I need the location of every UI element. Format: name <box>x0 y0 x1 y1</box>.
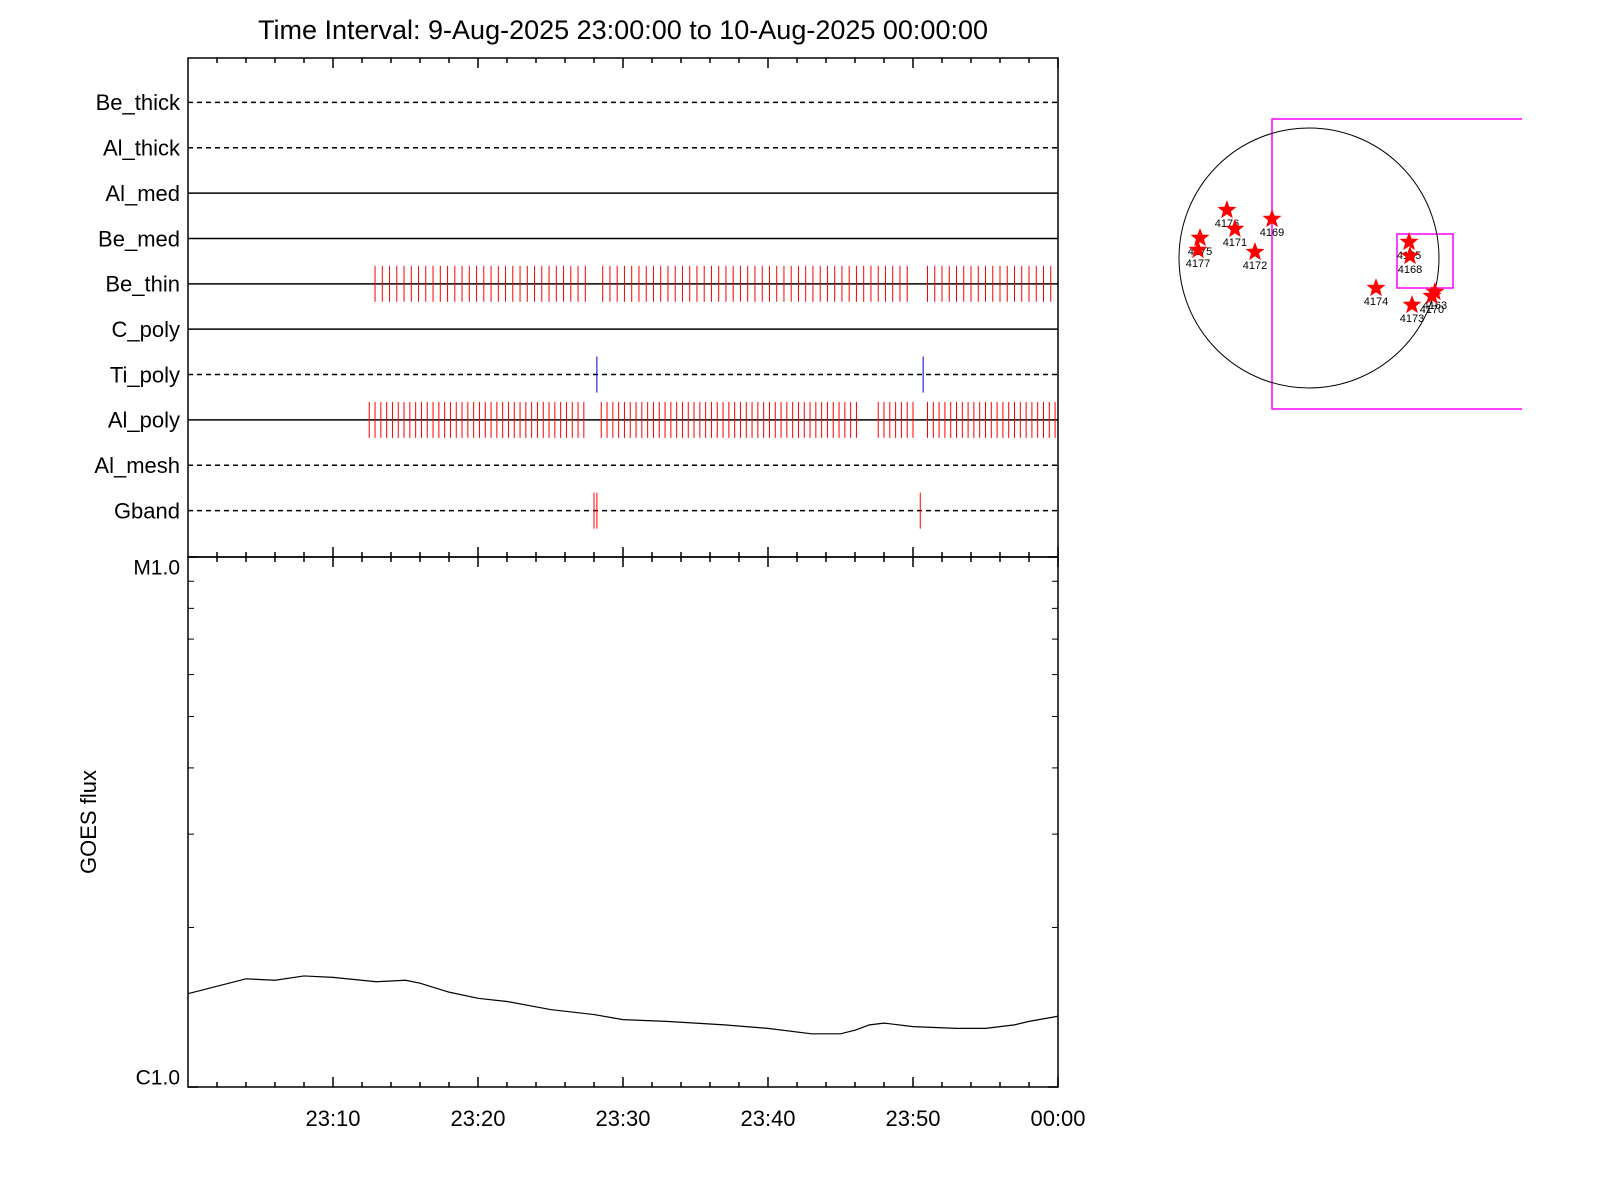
region-label: 4171 <box>1223 237 1247 249</box>
region-label: 4170 <box>1420 304 1444 316</box>
filter-label: Al_mesh <box>94 453 180 478</box>
y-tick-label: C1.0 <box>136 1067 180 1090</box>
filter-label: Al_thick <box>103 136 181 161</box>
filter-label: Be_med <box>98 226 180 251</box>
region-label: 4168 <box>1398 264 1422 276</box>
filter-label: C_poly <box>112 317 180 342</box>
active-region <box>1399 232 1419 251</box>
x-tick-label: 23:40 <box>740 1106 795 1131</box>
y-axis-label: GOES flux <box>76 770 101 874</box>
active-region <box>1190 228 1210 247</box>
active-region <box>1422 286 1442 305</box>
active-region <box>1366 278 1386 297</box>
region-label: 4163 <box>1423 300 1447 312</box>
chart-title: Time Interval: 9-Aug-2025 23:00:00 to 10… <box>258 15 988 45</box>
filter-label: Al_poly <box>108 408 180 433</box>
fov-box-small <box>1396 233 1454 289</box>
active-region <box>1217 200 1237 219</box>
region-label: 4174 <box>1364 296 1388 308</box>
active-region <box>1262 209 1282 228</box>
filter-label: Be_thick <box>96 90 181 115</box>
y-tick-label: M1.0 <box>133 557 180 580</box>
x-tick-label: 23:50 <box>885 1106 940 1131</box>
x-tick-label: 23:30 <box>595 1106 650 1131</box>
active-region <box>1188 240 1208 259</box>
fov-box <box>1271 118 1522 410</box>
filter-label: Gband <box>114 498 180 523</box>
active-region <box>1402 295 1422 314</box>
active-region <box>1425 282 1445 301</box>
region-label: 4169 <box>1260 227 1284 239</box>
active-region <box>1245 242 1265 261</box>
goes-flux-line <box>187 975 1059 1035</box>
region-label: 4172 <box>1243 260 1267 272</box>
region-label: 4173 <box>1400 313 1424 325</box>
filter-label: Al_med <box>105 181 180 206</box>
x-tick-label: 23:20 <box>450 1106 505 1131</box>
x-tick-label: 00:00 <box>1030 1106 1085 1131</box>
x-tick-label: 23:10 <box>305 1106 360 1131</box>
active-region <box>1400 246 1420 265</box>
filter-label: Ti_poly <box>110 362 180 387</box>
filter-label: Be_thin <box>105 272 180 297</box>
region-label: 4177 <box>1186 258 1210 270</box>
active-region <box>1225 219 1245 238</box>
solar-disk <box>1178 127 1440 389</box>
